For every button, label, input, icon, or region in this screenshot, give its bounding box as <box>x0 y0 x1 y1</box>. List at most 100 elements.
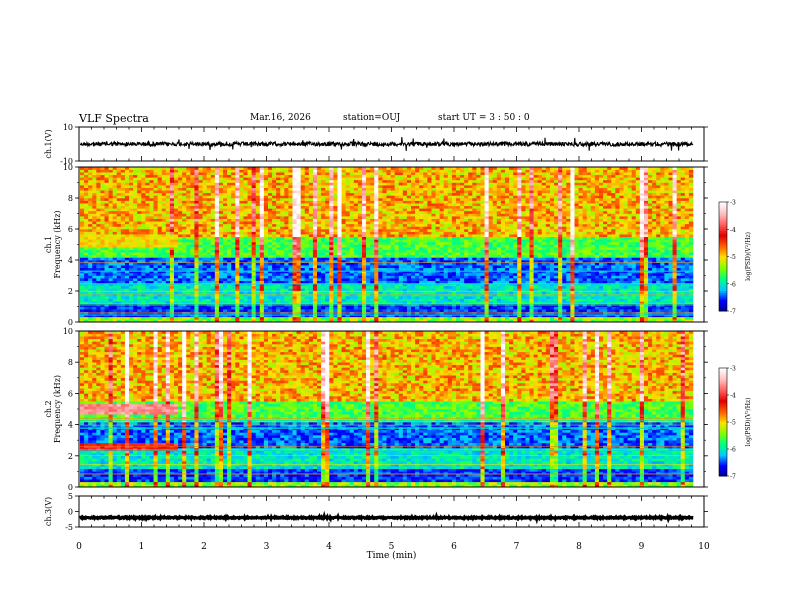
spectrogram-cell <box>267 252 273 256</box>
spectrogram-cell <box>153 213 158 217</box>
spectrogram-cell <box>255 231 261 235</box>
spectrogram-cell <box>157 272 163 276</box>
spectrogram-cell <box>374 288 379 292</box>
spectrogram-cell <box>218 291 224 294</box>
spectrogram-cell <box>300 190 306 194</box>
spectrogram-cell <box>186 239 191 243</box>
spectrogram-cell <box>329 296 334 300</box>
spectrogram-cell <box>300 185 306 188</box>
spectrogram-cell <box>280 298 285 302</box>
spectrogram-cell <box>361 288 367 292</box>
spectrogram-cell <box>173 262 179 266</box>
spectrogram-cell <box>288 306 293 310</box>
spectrogram-cell <box>108 218 113 222</box>
spectrogram-cell <box>124 169 130 173</box>
spectrogram-cell <box>329 208 334 212</box>
spectrogram-cell <box>88 239 93 243</box>
spectrogram-cell <box>247 226 252 230</box>
spectrogram-cell <box>173 260 179 263</box>
spectrogram-cell <box>374 213 379 217</box>
spectrogram-cell <box>374 218 379 222</box>
spectrogram-cell <box>300 296 306 300</box>
spectrogram-cell <box>341 319 346 323</box>
spectrogram-cell <box>263 280 269 284</box>
spectrogram-cell <box>157 172 163 176</box>
spectrogram-cell <box>284 280 289 284</box>
spectrogram-cell <box>206 301 212 305</box>
spectrogram-cell <box>206 239 212 243</box>
spectrogram-cell <box>214 177 220 181</box>
spectrogram-cell <box>157 239 163 243</box>
spectrogram-cell <box>190 210 195 214</box>
spectrogram-cell <box>235 195 240 199</box>
spectrogram-cell <box>325 198 330 201</box>
spectrogram-cell <box>231 236 236 240</box>
spectrogram-cell <box>129 296 134 300</box>
spectrogram-cell <box>394 198 400 201</box>
spectrogram-cell <box>308 244 314 248</box>
spectrogram-cell <box>349 203 355 207</box>
spectrogram-cell <box>186 257 191 261</box>
spectrogram-cell <box>133 208 138 212</box>
spectrogram-cell <box>284 262 289 266</box>
spectrogram-cell <box>116 280 122 284</box>
spectrogram-cell <box>312 200 318 204</box>
spectrogram-cell <box>284 275 289 279</box>
spectrogram-cell <box>96 187 101 191</box>
spectrogram-cell <box>251 208 257 212</box>
spectrogram-cell <box>153 172 158 176</box>
spectrogram-cell <box>231 216 236 219</box>
spectrogram-cell <box>255 244 261 248</box>
spectrogram-cell <box>133 262 138 266</box>
spectrogram-cell <box>218 267 224 271</box>
spectrogram-cell <box>276 272 281 276</box>
spectrogram-cell <box>223 257 228 261</box>
spectrogram-cell <box>300 231 306 235</box>
spectrogram-cell <box>341 218 346 222</box>
spectrogram-cell <box>239 234 244 238</box>
spectrogram-cell <box>239 239 244 243</box>
spectrogram-cell <box>398 229 404 232</box>
spectrogram-cell <box>288 205 293 209</box>
spectrogram-cell <box>353 174 359 178</box>
spectrogram-cell <box>161 187 167 191</box>
spectrogram-cell <box>321 198 326 201</box>
spectrogram-cell <box>198 298 203 302</box>
spectrogram-cell <box>247 298 252 302</box>
spectrogram-cell <box>284 254 289 258</box>
spectrogram-cell <box>378 190 383 194</box>
spectrogram-cell <box>88 309 93 312</box>
spectrogram-cell <box>198 226 203 230</box>
spectrogram-cell <box>370 298 375 302</box>
spectrogram-cell <box>186 316 191 320</box>
spectrogram-cell <box>366 200 371 204</box>
spectrogram-cell <box>129 257 134 261</box>
spectrogram-cell <box>149 319 154 323</box>
spectrogram-cell <box>333 234 338 238</box>
spectrogram-cell <box>296 239 301 243</box>
spectrogram-cell <box>235 234 240 238</box>
spectrogram-cell <box>96 167 101 170</box>
spectrogram-cell <box>218 262 224 266</box>
spectrogram-cell <box>227 244 232 248</box>
spectrogram-cell <box>137 272 142 276</box>
spectrogram-cell <box>108 223 113 227</box>
spectrogram-cell <box>267 262 273 266</box>
spectrogram-cell <box>173 301 179 305</box>
spectrogram-cell <box>349 252 355 256</box>
spectrogram-cell <box>88 226 93 230</box>
spectrogram-cell <box>312 234 318 238</box>
spectrogram-cell <box>243 247 248 250</box>
spectrogram-cell <box>116 187 122 191</box>
spectrogram-cell <box>218 223 224 227</box>
spectrogram-cell <box>206 182 212 186</box>
spectrogram-cell <box>202 185 207 188</box>
spectrogram-cell <box>96 316 101 320</box>
spectrogram-cell <box>366 177 371 181</box>
spectrogram-cell <box>239 231 244 235</box>
spectrogram-cell <box>153 190 158 194</box>
spectrogram-cell <box>341 203 346 207</box>
spectrogram-cell <box>259 280 265 284</box>
spectrogram-cell <box>112 177 118 181</box>
spectrogram-cell <box>378 200 383 204</box>
